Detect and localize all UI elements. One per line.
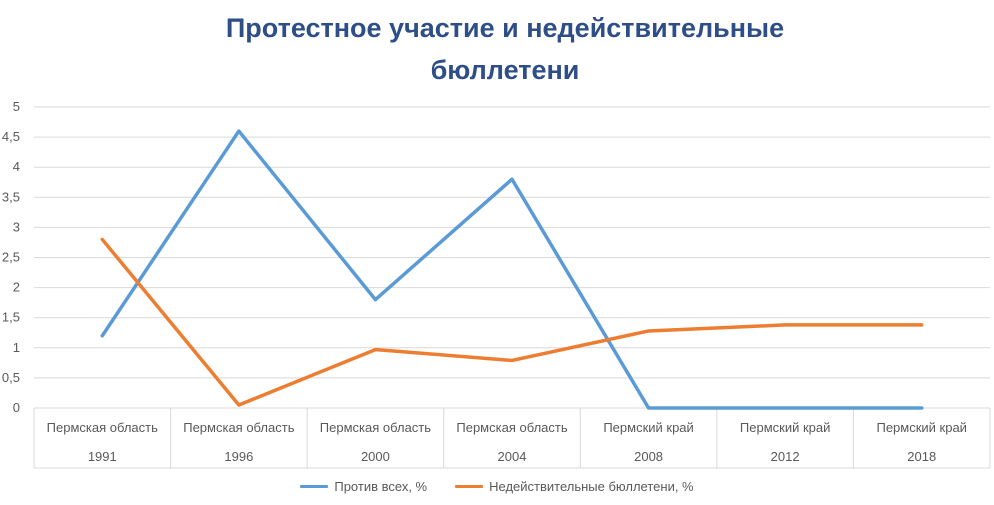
legend-item-1: Против всех, %: [300, 479, 427, 494]
x-tick-label-year: 2018: [907, 449, 936, 464]
x-tick-label-region: Пермская область: [183, 420, 294, 435]
chart-title-line-1: Протестное участие и недействительные: [225, 13, 785, 43]
series-line-1: [100, 129, 924, 410]
x-tick-label-region: Пермский край: [603, 420, 693, 435]
y-tick-label: 1,5: [2, 310, 20, 325]
x-tick-label-year: 2012: [771, 449, 800, 464]
y-tick-label: 2,5: [2, 250, 20, 265]
legend-swatch: [455, 485, 484, 488]
y-tick-label: 5: [13, 99, 20, 114]
y-tick-label: 0,5: [2, 370, 20, 385]
y-tick-label: 4: [13, 159, 20, 174]
legend: Против всех, % Недействительные бюллетени…: [0, 479, 994, 494]
x-tick-label-region: Пермский край: [740, 420, 830, 435]
x-tick-label-region: Пермская область: [456, 420, 567, 435]
legend-swatch: [300, 485, 329, 488]
x-tick-label-year: 2000: [361, 449, 390, 464]
legend-label: Против всех, %: [334, 479, 428, 494]
x-tick-label-year: 2008: [634, 449, 663, 464]
y-tick-label: 3,5: [2, 189, 20, 204]
y-tick-label: 4,5: [2, 129, 20, 144]
x-tick-label-region: Пермская область: [320, 420, 431, 435]
x-tick-label-year: 2004: [498, 449, 527, 464]
y-tick-label: 2: [13, 280, 20, 295]
x-tick-label-year: 1991: [88, 449, 117, 464]
legend-label: Недействительные бюллетени, %: [489, 479, 694, 494]
x-tick-label-region: Пермский край: [876, 420, 966, 435]
y-tick-label: 1: [13, 340, 20, 355]
legend-item-2: Недействительные бюллетени, %: [455, 479, 694, 494]
plot-area: 0 0,5 1 1,5 2 2,5 3 3,5 4 4,5 5 Пермская область 199…: [2, 99, 991, 469]
y-tick-label: 3: [13, 219, 20, 234]
x-tick-label-year: 1996: [224, 449, 253, 464]
chart-title-line-2: бюллетени: [430, 55, 580, 85]
series-line-2: [100, 237, 924, 407]
x-tick-label-region: Пермская область: [47, 420, 158, 435]
y-tick-label: 0: [13, 400, 20, 415]
